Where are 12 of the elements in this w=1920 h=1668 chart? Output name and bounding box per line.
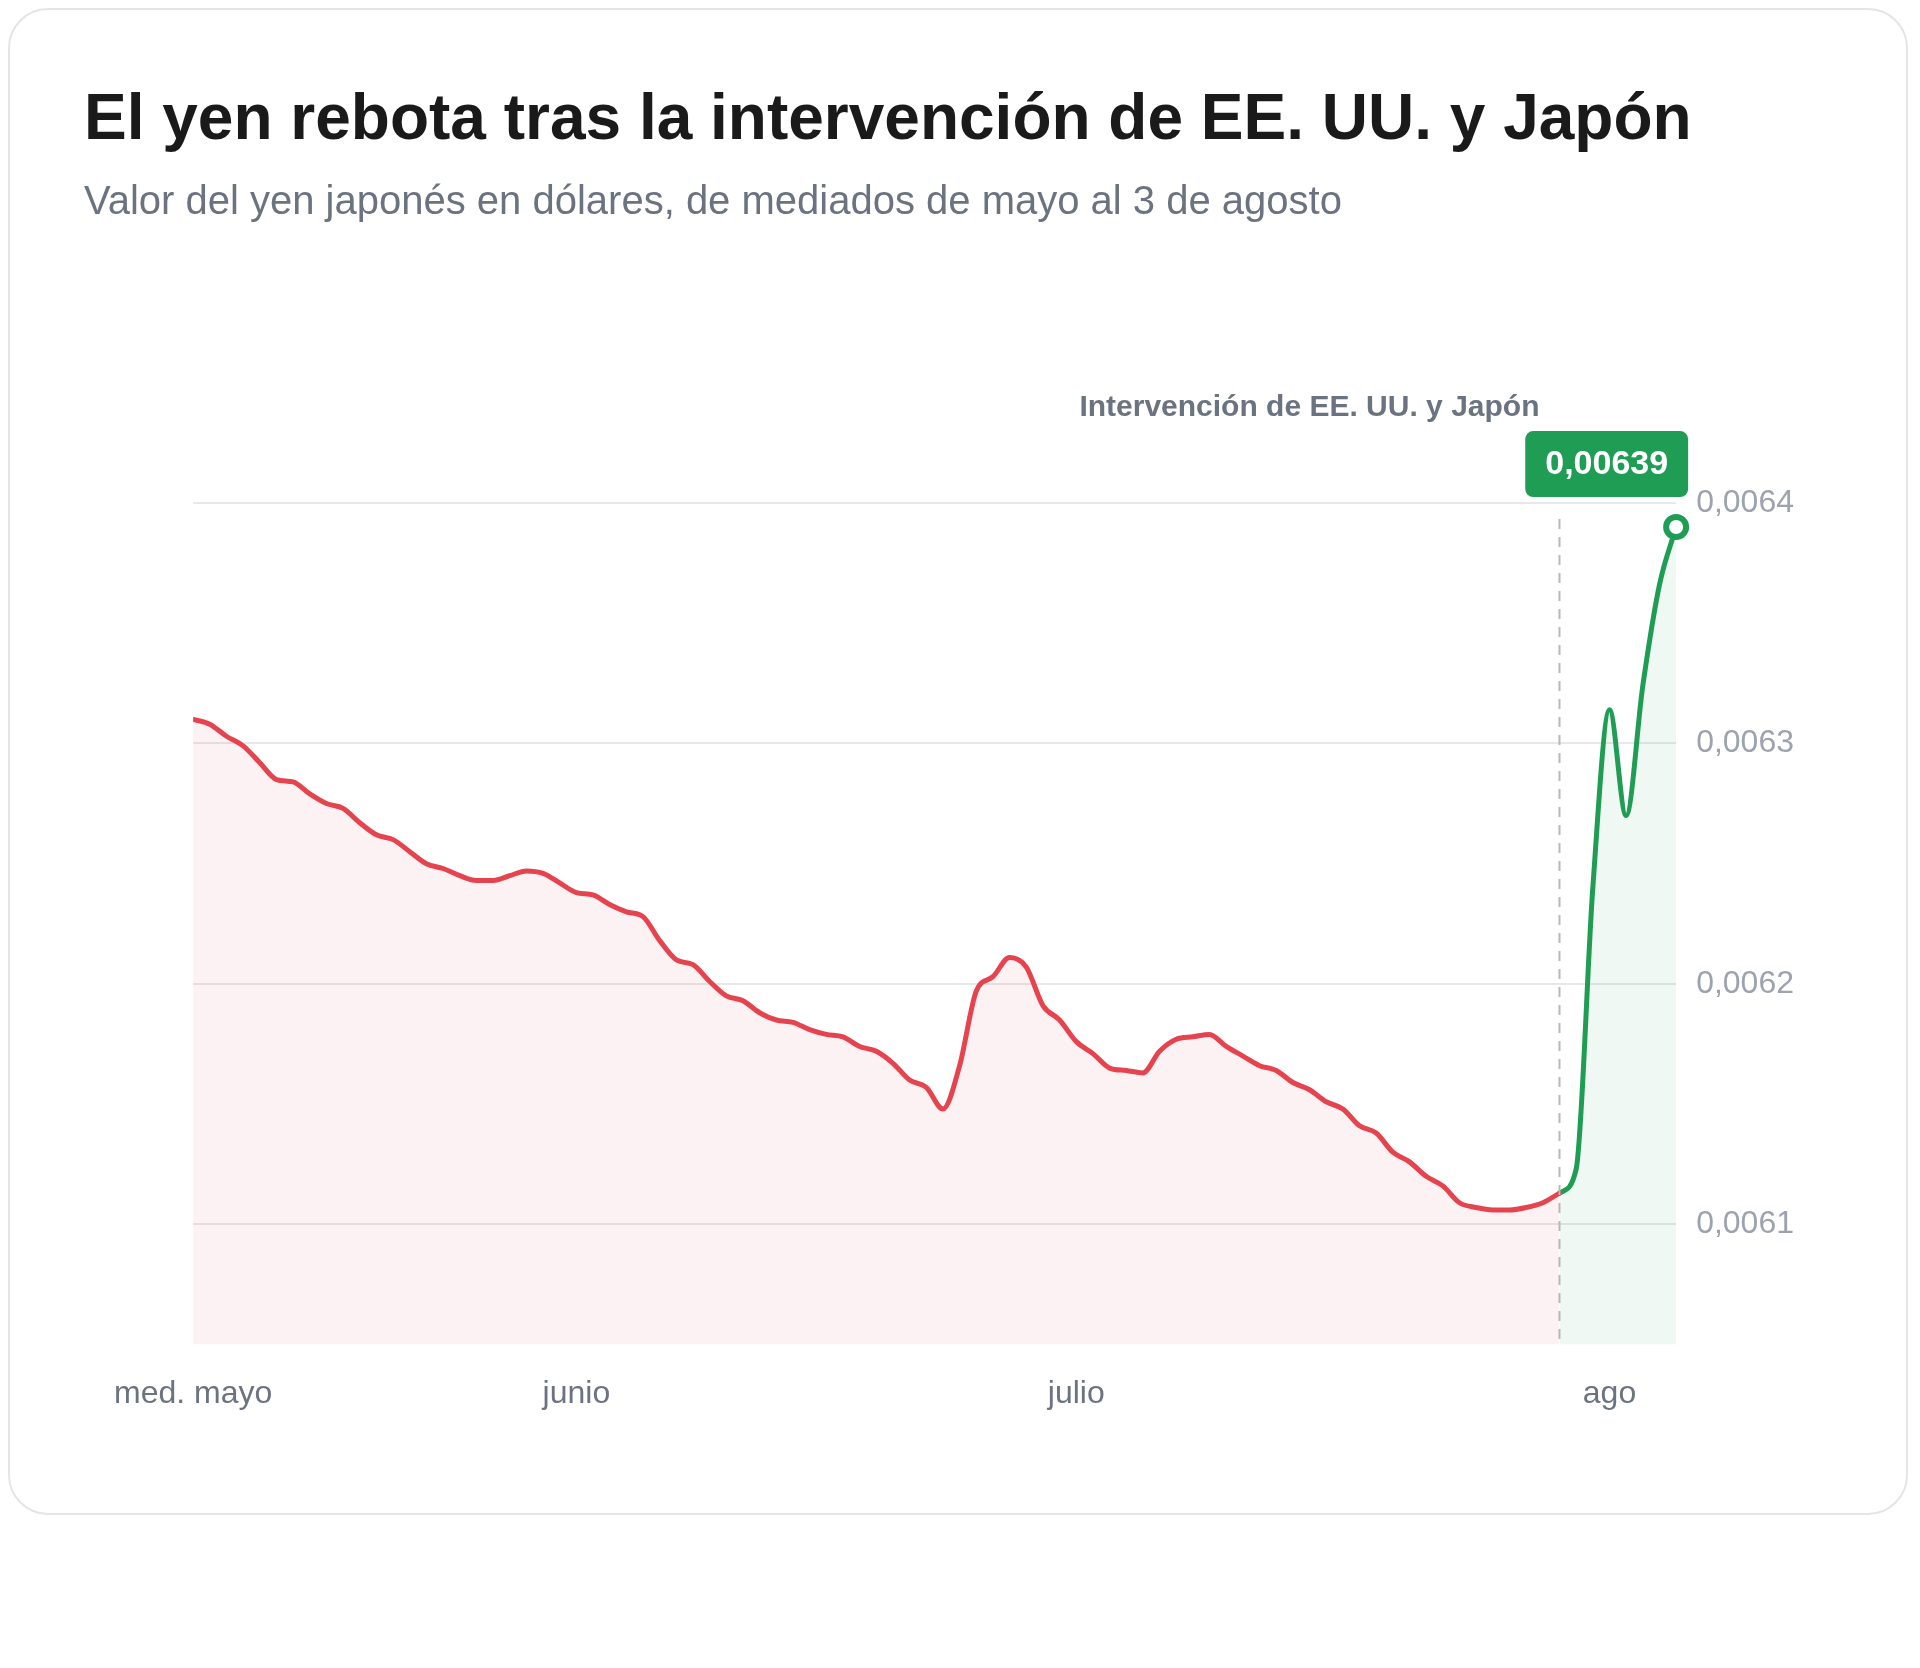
y-tick-label: 0,0063 (1696, 723, 1794, 760)
x-tick-label: junio (541, 1373, 611, 1410)
data-label: 0,00639 (1545, 443, 1669, 482)
y-tick-label: 0,0062 (1696, 963, 1794, 1000)
y-tick-label: 0,0064 (1696, 482, 1794, 519)
x-tick-label: julio (1046, 1373, 1105, 1410)
x-tick-label: med. mayo (114, 1373, 273, 1410)
x-tick-label: ago (1582, 1373, 1637, 1410)
chart-subtitle: Valor del yen japonés en dólares, de mediados de mayo al 3 de agosto (84, 178, 1343, 223)
text: Intervención de EE. UU. y Japón (1079, 389, 1540, 423)
y-tick-label: 0,0061 (1696, 1204, 1794, 1241)
chart-title: El yen rebota tras la intervención de EE. UU. y Japón (84, 80, 1693, 154)
